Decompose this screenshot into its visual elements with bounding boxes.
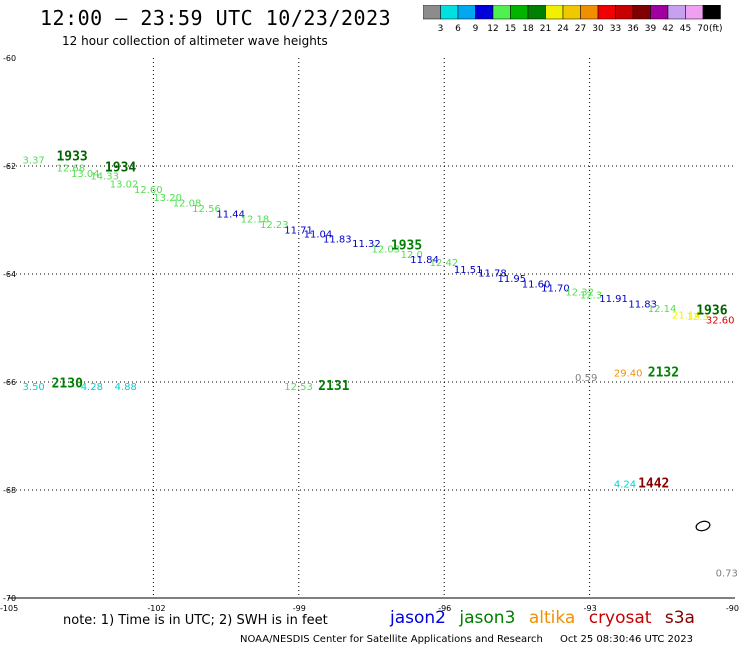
swh-value-label: 12.14 (648, 304, 677, 315)
swh-value-label: 12.3 (580, 290, 602, 301)
footer-credit: NOAA/NESDIS Center for Satellite Applica… (240, 634, 543, 645)
colorbar-level-label: 18 (522, 24, 534, 33)
swh-value-label: 12.68 (56, 163, 85, 174)
lat-tick-label: -70 (3, 594, 16, 603)
pass-time-label: 1936 (696, 304, 727, 319)
swh-value-label: 11.51 (454, 265, 483, 276)
colorbar-level-label: 70 (697, 24, 709, 33)
colorbar-unit: (ft) (709, 24, 723, 33)
colorbar-level-label: 21 (540, 24, 551, 33)
satellite-altika: altika (528, 608, 576, 628)
colorbar-level-label: 33 (610, 24, 621, 33)
swh-value-label: 29.40 (614, 369, 643, 380)
swh-value-label: 11.83 (628, 299, 657, 310)
satellite-legend: jason2 jason3 altika cryosat s3a (390, 608, 703, 628)
swh-value-label: 11.70 (541, 283, 570, 294)
swh-value-label: 32.60 (706, 316, 735, 327)
swh-value-label: 12.23 (260, 220, 289, 231)
lat-tick-label: -66 (3, 378, 16, 387)
pass-time-label: 2131 (318, 379, 349, 394)
footer-timestamp: Oct 25 08:30:46 UTC 2023 (560, 634, 693, 645)
wave-height-colorbar: 3 6 9 12 15 18 21 24 27 30 33 36 39 42 45 70 (ft) (423, 5, 723, 33)
colorbar-level-label: 45 (680, 24, 691, 33)
swh-value-label: 3.50 (23, 382, 45, 393)
satellite-s3a: s3a (664, 608, 695, 628)
swh-value-label: 11.60 (522, 280, 551, 291)
swh-value-label: 11.71 (284, 226, 313, 237)
lon-tick-label: -102 (147, 604, 165, 613)
footer: NOAA/NESDIS Center for Satellite Applica… (240, 634, 707, 645)
swh-value-label: 13.20 (153, 193, 182, 204)
colorbar-level-label: 24 (557, 24, 569, 33)
lat-tick-label: -62 (3, 162, 16, 171)
swh-value-label: 11.32 (352, 239, 381, 250)
colorbar-level-label: 15 (505, 24, 516, 33)
swh-value-label: 12.08 (173, 199, 202, 210)
swh-value-label: 11.83 (323, 235, 352, 246)
pass-time-label: 1442 (638, 476, 669, 491)
swh-value-label: 12.56 (192, 204, 221, 215)
swh-value-label: 12.60 (134, 185, 163, 196)
colorbar-level-label: 42 (662, 24, 673, 33)
pass-time-label: 2132 (648, 366, 679, 381)
swh-value-label: 11.84 (410, 255, 439, 266)
swh-value-label: 21.14 (672, 310, 701, 321)
swh-value-label: 12.32 (565, 288, 594, 299)
satellite-jason3: jason3 (459, 608, 516, 628)
swh-value-label: 13.02 (110, 180, 139, 191)
swh-value-label: 11.04 (304, 229, 333, 240)
swh-value-label: 11.95 (498, 274, 527, 285)
pass-time-label: 1933 (56, 150, 87, 165)
units-note: note: 1) Time is in UTC; 2) SWH is in fe… (63, 613, 328, 628)
colorbar-level-label: 9 (473, 24, 479, 33)
pass-time-label: 1935 (391, 239, 422, 254)
swh-value-label: 0.59 (575, 373, 597, 384)
swh-value-label: 11.44 (216, 209, 245, 220)
pass-time-label: 1934 (105, 160, 136, 175)
swh-value-label: 3.37 (23, 155, 45, 166)
lon-tick-label: -105 (0, 604, 18, 613)
page-subtitle: 12 hour collection of altimeter wave hei… (62, 34, 328, 48)
lon-tick-label: -96 (438, 604, 451, 613)
swh-value-label: 14.33 (90, 172, 119, 183)
lon-tick-label: -90 (726, 604, 739, 613)
lon-tick-label: -93 (584, 604, 597, 613)
page-title: 12:00 – 23:59 UTC 10/23/2023 (40, 6, 392, 30)
colorbar-level-label: 30 (592, 24, 604, 33)
island-outline (695, 520, 711, 532)
colorbar-level-label: 39 (645, 24, 657, 33)
lat-tick-label: -60 (3, 54, 16, 63)
swh-value-label: 12.18 (241, 215, 270, 226)
swh-value-label: 12.0 (401, 250, 423, 261)
colorbar-swatch (702, 5, 721, 20)
satellite-jason2: jason2 (390, 608, 446, 628)
swh-value-label: 11.91 (599, 294, 628, 305)
pass-time-label: 2130 (52, 376, 83, 391)
swh-value-label: 12.42 (430, 258, 459, 269)
colorbar-level-label: 6 (455, 24, 461, 33)
swh-value-label: 4.28 (81, 382, 103, 393)
satellite-cryosat: cryosat (588, 608, 652, 628)
swh-value-label: 11.78 (478, 269, 507, 280)
colorbar-level-label: 3 (438, 24, 444, 33)
swh-value-label: 13.04 (71, 169, 100, 180)
lat-tick-label: -68 (3, 486, 16, 495)
colorbar-level-label: 12 (487, 24, 498, 33)
swh-value-label: 0.73 (716, 568, 738, 579)
colorbar-level-label: 27 (575, 24, 586, 33)
swh-value-label: 4.88 (115, 382, 137, 393)
swh-value-label: 4.24 (614, 479, 636, 490)
lat-tick-label: -64 (3, 270, 16, 279)
colorbar-level-label: 36 (627, 24, 639, 33)
lon-tick-label: -99 (293, 604, 306, 613)
swh-value-label: 12.3 (687, 312, 709, 323)
swh-value-label: 12.03 (372, 244, 401, 255)
swh-value-label: 12.53 (284, 382, 313, 393)
